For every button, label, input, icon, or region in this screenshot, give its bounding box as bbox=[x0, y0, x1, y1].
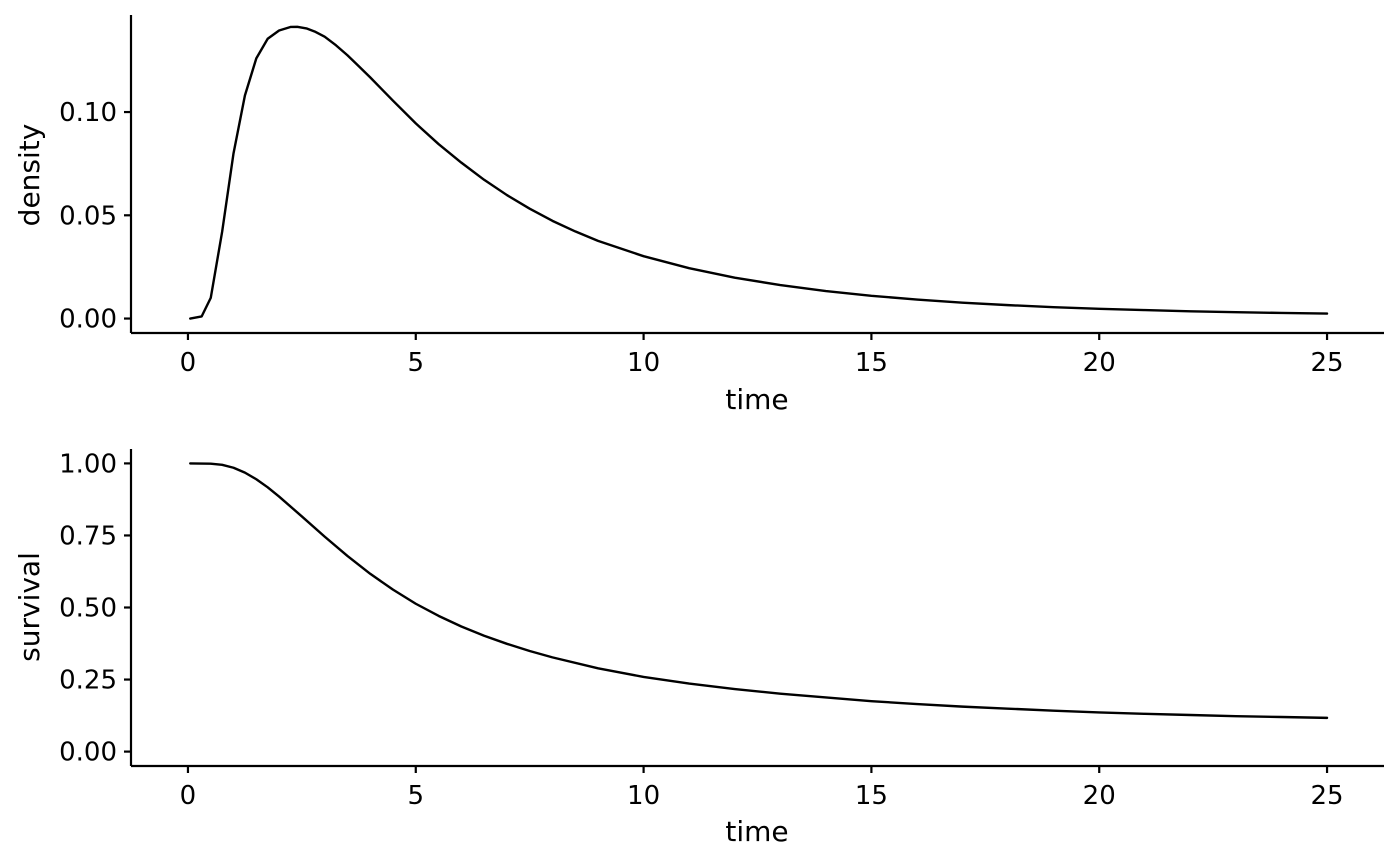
survival-y-axis: 0.00 0.25 0.50 0.75 1.00 bbox=[59, 449, 133, 768]
survival-y-tick-label: 0.25 bbox=[59, 666, 117, 696]
survival-curve-group bbox=[189, 462, 1329, 720]
survival-x-tick-label: 5 bbox=[407, 781, 424, 811]
density-x-axis: 0 5 10 15 20 25 bbox=[131, 331, 1384, 378]
survival-y-tick-label: 0.75 bbox=[59, 521, 117, 551]
density-x-tick-label: 0 bbox=[180, 348, 197, 378]
density-x-tick-label: 25 bbox=[1310, 348, 1343, 378]
survival-y-tick-label: 0.50 bbox=[59, 594, 117, 624]
survival-x-tick-label: 25 bbox=[1310, 781, 1343, 811]
density-y-tick-label: 0.00 bbox=[59, 305, 117, 335]
survival-x-tick-label: 15 bbox=[855, 781, 888, 811]
survival-x-axis-title: time bbox=[725, 815, 788, 848]
survival-curve bbox=[189, 462, 1329, 720]
density-x-tick-label: 10 bbox=[627, 348, 660, 378]
density-curve bbox=[189, 25, 1329, 320]
density-y-tick-label: 0.05 bbox=[59, 201, 117, 231]
survival-y-tick-label: 1.00 bbox=[59, 449, 117, 479]
survival-y-tick-label: 0.00 bbox=[59, 738, 117, 768]
density-x-tick-label: 15 bbox=[855, 348, 888, 378]
survival-x-axis: 0 5 10 15 20 25 bbox=[131, 764, 1384, 811]
density-panel: 0 5 10 15 20 25 0.00 0.05 0.10 time density bbox=[13, 15, 1384, 416]
density-curve-group bbox=[189, 25, 1329, 320]
density-x-tick-label: 5 bbox=[407, 348, 424, 378]
survival-y-axis-title: survival bbox=[13, 552, 46, 662]
survival-panel: 0 5 10 15 20 25 0.00 0.25 0.50 0.75 1.00 time sur… bbox=[13, 449, 1384, 848]
survival-x-tick-label: 0 bbox=[180, 781, 197, 811]
survival-x-tick-label: 20 bbox=[1083, 781, 1116, 811]
density-x-axis-title: time bbox=[725, 383, 788, 416]
density-x-tick-label: 20 bbox=[1083, 348, 1116, 378]
density-y-tick-label: 0.10 bbox=[59, 98, 117, 128]
density-y-axis-title: density bbox=[13, 124, 46, 227]
density-y-axis: 0.00 0.05 0.10 bbox=[59, 15, 133, 335]
survival-x-tick-label: 10 bbox=[627, 781, 660, 811]
